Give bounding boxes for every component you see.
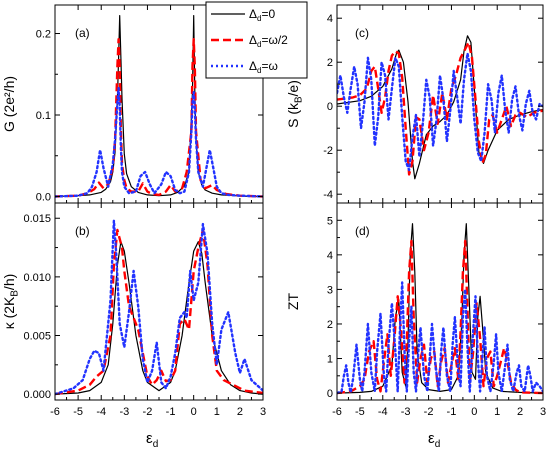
panel-1-xtick-label-1: -5 bbox=[73, 406, 83, 418]
panel-3-tag: (d) bbox=[355, 224, 370, 238]
panel-2-ytick-label-4: 4 bbox=[327, 13, 333, 25]
legend-box bbox=[205, 1, 308, 79]
panel-2-series-line-0 bbox=[337, 35, 543, 180]
panel-1-tag: (b) bbox=[75, 224, 90, 238]
panel-1-series-line-2 bbox=[55, 219, 263, 396]
panel-1-series-line-1 bbox=[55, 228, 263, 396]
panel-3-ytick-label-4: 4 bbox=[327, 250, 333, 262]
panel-3-xtick-label-3: -3 bbox=[401, 406, 411, 418]
panel-3-ytick-label-3: 3 bbox=[327, 284, 333, 296]
legend-label-0: Δd=0 bbox=[249, 7, 275, 23]
panel-3-xtick-label-1: -5 bbox=[355, 406, 365, 418]
panel-1-series bbox=[55, 219, 263, 396]
panel-1-ytick-label-0: 0.000 bbox=[23, 389, 51, 401]
x-axis-label-right: εd bbox=[428, 430, 440, 450]
panel-1-xtick-label-0: -6 bbox=[50, 406, 60, 418]
panel-0-ytick-label-0: 0.0 bbox=[36, 191, 51, 203]
panel-2-ytick-label-2: 0 bbox=[327, 101, 333, 113]
panel-3-ytick-label-2: 2 bbox=[327, 319, 333, 331]
panel-3-series bbox=[337, 223, 543, 395]
panel-3-xtick-label-4: -2 bbox=[424, 406, 434, 418]
panel-0-series bbox=[55, 15, 263, 198]
panel-3-series-line-2 bbox=[337, 281, 543, 395]
panel-3-series-line-0 bbox=[337, 223, 543, 394]
panel-1: 0.000 0.005 0.010 0.015 -6 -5 -4 -3 -2 -1 0 1 2 3 (b) κ… bbox=[1, 202, 266, 418]
panel-2-series bbox=[337, 35, 543, 180]
panel-1-ytick-label-2: 0.010 bbox=[23, 272, 51, 284]
panel-3-xtick-label-0: -6 bbox=[332, 406, 342, 418]
panel-0-ylabel: G (2e²/h) bbox=[1, 76, 17, 132]
x-axis-label-right-main: ε bbox=[428, 430, 435, 447]
x-axis-label-right-sub: d bbox=[435, 439, 441, 450]
panel-3-ylabel: ZT bbox=[285, 293, 301, 311]
legend-label-2: Δd=ω bbox=[249, 59, 278, 75]
panel-2-series-line-1 bbox=[337, 41, 543, 176]
panel-3: 0 1 2 3 4 5 -6 -5 -4 -3 -2 -1 0 1 2 3 (d) ZT bbox=[285, 202, 546, 418]
panel-0-ytick-label-2: 0.2 bbox=[36, 29, 51, 41]
x-axis-label-left-sub: d bbox=[153, 439, 159, 450]
panel-0: 0.0 0.1 0.2 (a) G (2e²/h) bbox=[1, 4, 264, 204]
panel-3-xtick-label-8: 2 bbox=[517, 406, 523, 418]
panel-3-xtick-label-9: 3 bbox=[540, 406, 546, 418]
panel-2-series-line-2 bbox=[337, 52, 543, 172]
panel-1-xtick-label-2: -4 bbox=[96, 406, 106, 418]
panel-1-ytick-label-1: 0.005 bbox=[23, 331, 51, 343]
panel-3-ytick-label-0: 0 bbox=[327, 388, 333, 400]
panel-3-xtick-label-5: -1 bbox=[447, 406, 457, 418]
panel-1-xtick-label-8: 2 bbox=[237, 406, 243, 418]
panel-1-ytick-label-3: 0.015 bbox=[23, 213, 51, 225]
panel-2-ytick-label-1: -2 bbox=[323, 145, 333, 157]
panel-2: -4 -2 0 2 4 (c) S (kB/e) bbox=[285, 4, 544, 204]
x-axis-label-left-main: ε bbox=[146, 430, 153, 447]
panel-1-xtick-label-9: 3 bbox=[260, 406, 266, 418]
panel-0-series-line-2 bbox=[55, 86, 263, 198]
panel-1-xtick-label-4: -2 bbox=[143, 406, 153, 418]
panel-1-xtick-label-7: 1 bbox=[214, 406, 220, 418]
panel-1-xtick-label-6: 0 bbox=[191, 406, 197, 418]
panel-3-xtick-label-7: 1 bbox=[494, 406, 500, 418]
panels: 0.0 0.1 0.2 (a) G (2e²/h) 0.000 0.005 0.010 0.01… bbox=[1, 4, 546, 418]
panel-3-xtick-label-2: -4 bbox=[378, 406, 388, 418]
panel-0-tag: (a) bbox=[75, 26, 90, 40]
panel-3-ytick-label-5: 5 bbox=[327, 215, 333, 227]
legend-label-1: Δd=ω/2 bbox=[249, 33, 288, 49]
panel-2-tag: (c) bbox=[355, 26, 369, 40]
panel-2-ytick-label-0: -4 bbox=[323, 189, 333, 201]
panel-2-ytick-label-3: 2 bbox=[327, 57, 333, 69]
panel-3-ytick-label-1: 1 bbox=[327, 354, 333, 366]
panel-2-ylabel: S (kB/e) bbox=[285, 80, 305, 128]
panel-1-xtick-label-5: -1 bbox=[166, 406, 176, 418]
panel-1-ylabel: κ (2KB/h) bbox=[1, 274, 21, 330]
panel-0-ytick-label-1: 0.1 bbox=[36, 110, 51, 122]
panel-3-xtick-label-6: 0 bbox=[471, 406, 477, 418]
legend: Δd=0 Δd=ω/2 Δd=ω bbox=[205, 1, 308, 79]
x-axis-label-left: εd bbox=[146, 430, 158, 450]
panel-1-xtick-label-3: -3 bbox=[119, 406, 129, 418]
